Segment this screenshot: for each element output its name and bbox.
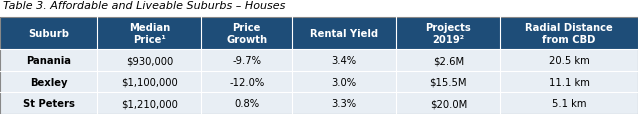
Bar (98, 71, 202, 93)
Text: 11.1 km: 11.1 km (549, 77, 590, 87)
Text: Table 3. Affordable and Liveable Suburbs – Houses: Table 3. Affordable and Liveable Suburbs… (3, 1, 286, 11)
Bar (202, 18, 292, 50)
Bar (98, 50, 202, 71)
Bar (0, 18, 98, 50)
Text: Suburb: Suburb (28, 29, 69, 39)
Text: Median
Price¹: Median Price¹ (129, 23, 170, 45)
Text: $20.0M: $20.0M (429, 98, 467, 108)
Text: Price
Growth: Price Growth (226, 23, 267, 45)
Text: $930,000: $930,000 (126, 56, 173, 66)
Text: 20.5 km: 20.5 km (549, 56, 590, 66)
Text: Bexley: Bexley (30, 77, 68, 87)
Text: 0.8%: 0.8% (234, 98, 260, 108)
Bar (0, 71, 98, 93)
Text: 3.3%: 3.3% (332, 98, 357, 108)
Text: 3.0%: 3.0% (332, 77, 357, 87)
Bar (292, 50, 396, 71)
Bar (396, 18, 500, 50)
Bar (500, 93, 638, 114)
Bar (98, 18, 202, 50)
Text: $1,100,000: $1,100,000 (121, 77, 178, 87)
Text: $2.6M: $2.6M (433, 56, 464, 66)
Text: 5.1 km: 5.1 km (552, 98, 586, 108)
Bar (500, 50, 638, 71)
Text: St Peters: St Peters (23, 98, 75, 108)
Bar (500, 71, 638, 93)
Bar (396, 93, 500, 114)
Bar (98, 93, 202, 114)
Bar (396, 50, 500, 71)
Bar (0, 18, 638, 114)
Bar (292, 18, 396, 50)
Text: $1,210,000: $1,210,000 (121, 98, 178, 108)
Text: -12.0%: -12.0% (229, 77, 264, 87)
Bar (292, 71, 396, 93)
Text: Radial Distance
from CBD: Radial Distance from CBD (525, 23, 613, 45)
Bar (0, 50, 98, 71)
Bar (202, 93, 292, 114)
Text: $15.5M: $15.5M (429, 77, 467, 87)
Bar (292, 93, 396, 114)
Bar (500, 18, 638, 50)
Bar (0, 93, 98, 114)
Bar (202, 50, 292, 71)
Text: 3.4%: 3.4% (332, 56, 357, 66)
Text: Projects
2019²: Projects 2019² (426, 23, 471, 45)
Text: Rental Yield: Rental Yield (310, 29, 378, 39)
Text: -9.7%: -9.7% (232, 56, 262, 66)
Bar (396, 71, 500, 93)
Bar (202, 71, 292, 93)
Text: Panania: Panania (26, 56, 71, 66)
